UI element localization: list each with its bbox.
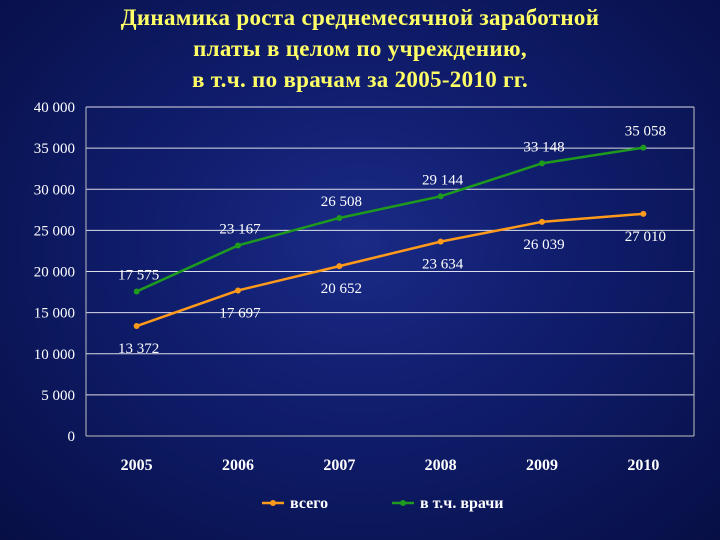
y-tick-label: 5 000 xyxy=(41,388,75,404)
data-label-total: 26 039 xyxy=(523,237,564,253)
y-axis: 0 5 000 10 000 15 000 20 000 25 000 30 000 35 0… xyxy=(34,100,695,445)
data-point xyxy=(133,323,140,330)
chart-title: Динамика роста среднемесячной заработной… xyxy=(40,2,680,95)
y-tick-label: 20 000 xyxy=(34,265,75,281)
y-tick-label: 35 000 xyxy=(34,141,75,157)
chart-title-line-2: платы в целом по учреждению, xyxy=(193,36,527,61)
data-label-total: 17 697 xyxy=(219,305,261,321)
legend: всего в т.ч. врачи xyxy=(262,495,503,512)
data-point xyxy=(336,214,343,221)
data-point xyxy=(640,144,647,151)
legend-marker xyxy=(270,500,276,506)
data-label-total: 27 010 xyxy=(625,229,666,245)
data-labels: 13 372 17 697 20 652 23 634 26 039 27 010 17 5… xyxy=(118,124,666,357)
legend-item-total: всего xyxy=(262,495,328,512)
data-point xyxy=(539,218,545,225)
y-tick-label: 25 000 xyxy=(34,223,75,239)
data-label-doctors: 26 508 xyxy=(321,194,362,210)
data-point xyxy=(133,288,140,295)
legend-label: в т.ч. врачи xyxy=(420,495,503,512)
data-label-doctors: 35 058 xyxy=(625,124,666,140)
legend-marker xyxy=(400,500,406,506)
x-tick-label: 2009 xyxy=(526,457,558,474)
legend-item-doctors: в т.ч. врачи xyxy=(392,495,503,512)
x-tick-label: 2006 xyxy=(222,457,254,474)
data-label-doctors: 17 575 xyxy=(118,267,159,283)
series-lines xyxy=(133,144,647,330)
data-label-total: 23 634 xyxy=(422,257,464,273)
y-tick-label: 0 xyxy=(68,429,76,445)
x-tick-label: 2008 xyxy=(425,457,457,474)
x-axis: 2005 2006 2007 2008 2009 2010 xyxy=(86,435,694,474)
data-point xyxy=(437,193,444,200)
data-label-doctors: 29 144 xyxy=(422,172,464,188)
data-label-doctors: 33 148 xyxy=(523,139,564,155)
data-point xyxy=(336,263,343,270)
x-tick-label: 2007 xyxy=(323,457,355,474)
y-tick-label: 30 000 xyxy=(34,182,75,198)
data-point xyxy=(235,287,241,294)
gridlines xyxy=(86,106,694,396)
data-point xyxy=(437,238,444,245)
chart-title-line-3: в т.ч. по врачам за 2005-2010 гг. xyxy=(192,67,528,92)
legend-label: всего xyxy=(290,495,328,512)
data-label-total: 13 372 xyxy=(118,341,159,357)
y-tick-label: 40 000 xyxy=(34,100,75,116)
series-line-total xyxy=(136,212,644,328)
data-label-doctors: 23 167 xyxy=(219,221,261,237)
data-point xyxy=(235,242,241,249)
y-tick-label: 10 000 xyxy=(34,347,75,363)
data-point xyxy=(539,160,545,167)
x-tick-label: 2010 xyxy=(627,457,659,474)
y-tick-label: 15 000 xyxy=(34,306,75,322)
series-line-doctors xyxy=(136,146,644,293)
data-point xyxy=(640,210,647,217)
data-label-total: 20 652 xyxy=(321,281,362,297)
x-tick-label: 2005 xyxy=(121,457,153,474)
chart-title-line-1: Динамика роста среднемесячной заработной xyxy=(120,5,600,30)
